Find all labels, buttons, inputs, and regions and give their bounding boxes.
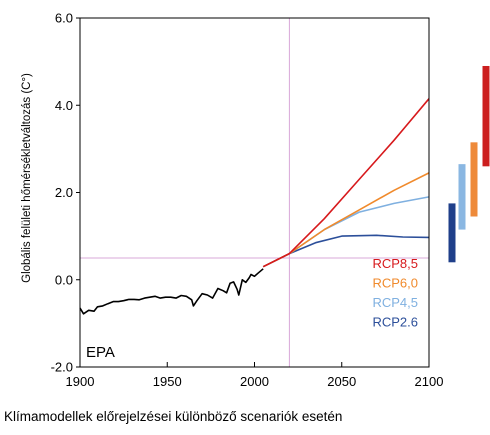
legend-label-rcp6-0: RCP6,0 bbox=[372, 276, 418, 291]
y-tick-label: 4.0 bbox=[55, 98, 73, 113]
series-line-observed bbox=[79, 268, 264, 315]
y-tick-label: -2.0 bbox=[51, 360, 73, 375]
x-tick-label: 1900 bbox=[66, 374, 95, 389]
range-bar-rcp8-5 bbox=[482, 65, 490, 167]
y-tick-label: 2.0 bbox=[55, 185, 73, 200]
y-tick-label: 0.0 bbox=[55, 272, 73, 287]
y-axis-label: Globális felületi hőmérsékletváltozás (C… bbox=[21, 73, 33, 283]
chart-caption: Klímamodellek előrejelzései különböző sc… bbox=[4, 409, 343, 424]
x-tick-label: 1950 bbox=[153, 374, 182, 389]
x-tick-label: 2100 bbox=[415, 374, 444, 389]
x-tick-label: 2000 bbox=[240, 374, 269, 389]
series-line-rcp6-0 bbox=[262, 172, 430, 268]
legend-label-rcp4-5: RCP4,5 bbox=[372, 295, 418, 310]
x-tick-label: 2050 bbox=[327, 374, 356, 389]
epa-label: EPA bbox=[86, 344, 115, 361]
y-tick-label: 6.0 bbox=[55, 11, 73, 26]
legend-label-rcp2-6: RCP2.6 bbox=[372, 315, 418, 330]
series-line-rcp8-5 bbox=[262, 98, 430, 268]
range-bar-rcp2-6 bbox=[448, 203, 456, 263]
legend-label-rcp8-5: RCP8,5 bbox=[372, 256, 418, 271]
range-bar-rcp6-0 bbox=[470, 142, 478, 217]
range-bar-rcp4-5 bbox=[458, 164, 466, 230]
